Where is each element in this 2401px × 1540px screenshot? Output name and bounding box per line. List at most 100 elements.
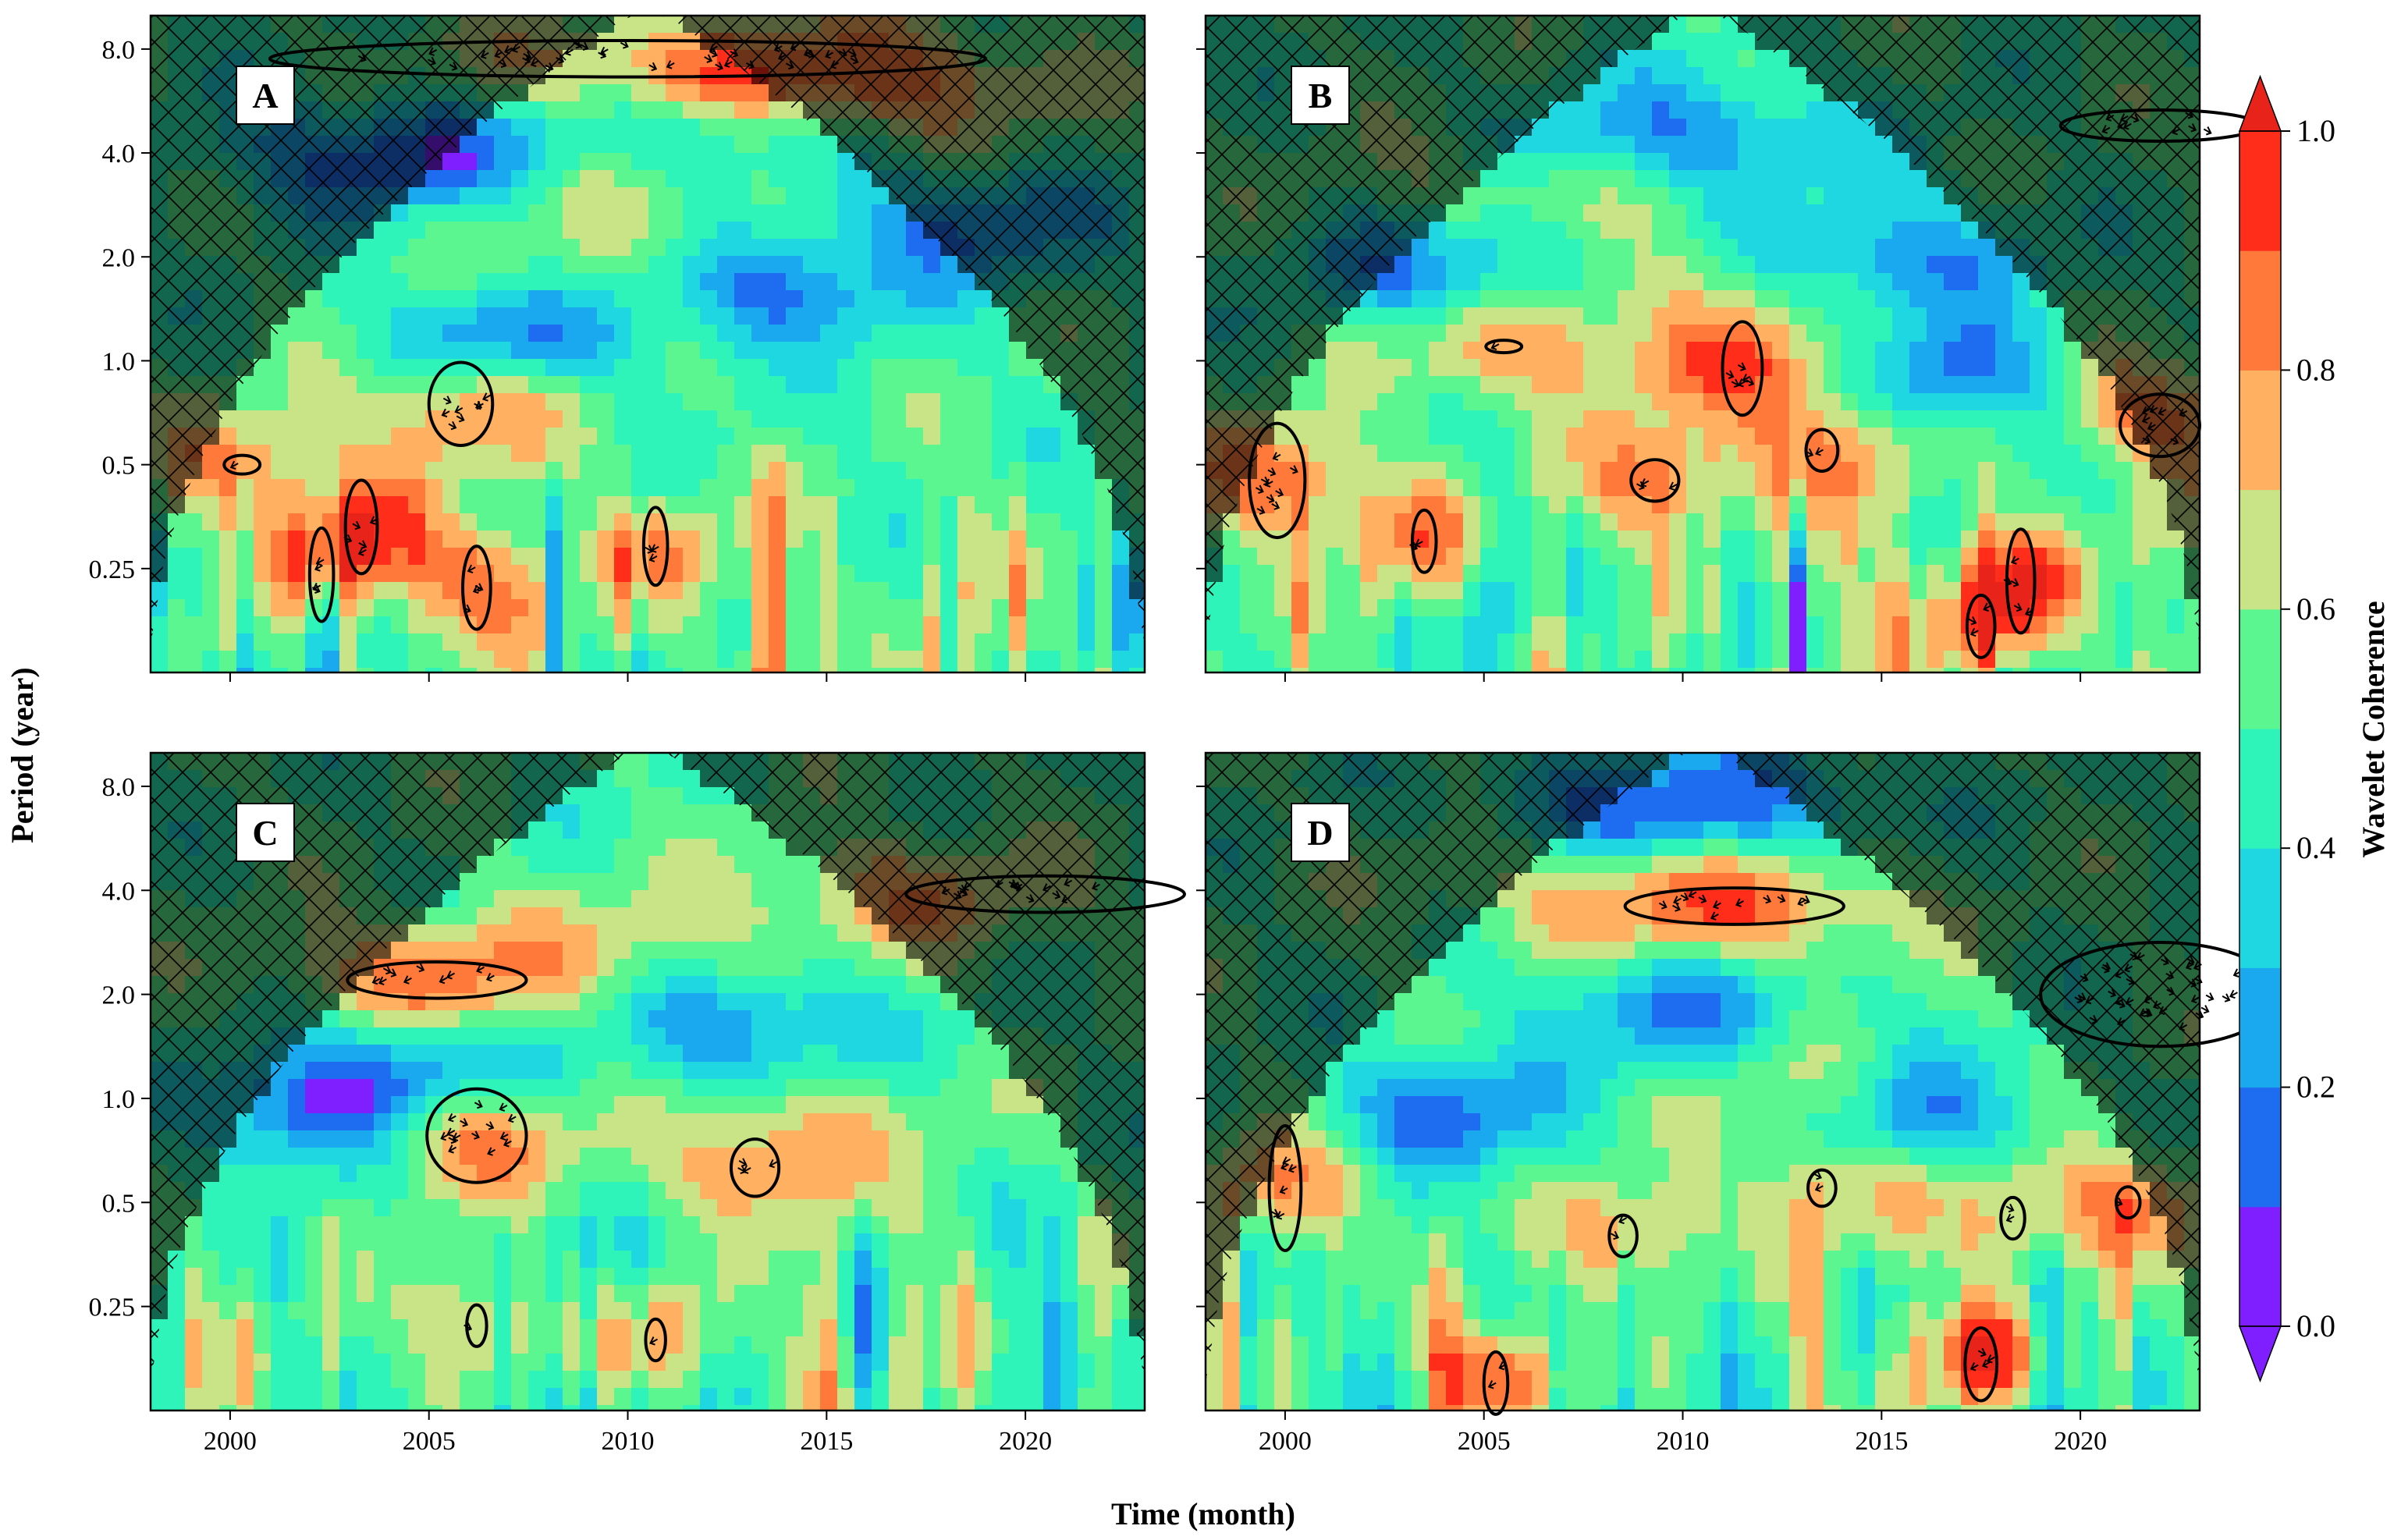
phase-arrow — [994, 879, 1003, 889]
phase-arrow — [2149, 405, 2158, 414]
phase-arrow — [1777, 894, 1786, 903]
phase-arrow — [1742, 374, 1751, 383]
phase-arrow — [785, 60, 794, 70]
phase-arrow — [446, 970, 456, 980]
phase-arrow — [790, 41, 799, 51]
phase-arrow — [1712, 900, 1721, 910]
significance-contour — [461, 545, 492, 631]
phase-arrow — [1813, 1171, 1822, 1180]
phase-arrow — [1061, 894, 1071, 904]
phase-arrow — [2160, 956, 2169, 966]
colorbar-tick-label: 0.0 — [2296, 1308, 2335, 1343]
significance-contour — [1410, 508, 1438, 574]
phase-arrow — [2141, 406, 2151, 416]
phase-arrow — [480, 50, 489, 59]
phase-arrow — [2158, 406, 2167, 416]
y-tick-label: 0.25 — [89, 555, 136, 584]
colorbar-segment — [2239, 131, 2281, 251]
phase-arrow — [1815, 447, 1824, 456]
phase-arrow — [358, 540, 368, 549]
phase-arrow — [2013, 602, 2023, 612]
phase-arrow — [1289, 465, 1298, 474]
x-tick-label: 2000 — [204, 1427, 257, 1456]
phase-arrow — [2158, 1006, 2168, 1015]
significance-contour — [343, 478, 379, 576]
colorbar-tick-label: 0.4 — [2296, 830, 2335, 865]
phase-arrow — [2125, 996, 2134, 1006]
colorbar-extend-min — [2238, 1325, 2282, 1383]
phase-arrow — [803, 48, 812, 58]
phase-arrow — [452, 1132, 461, 1142]
phase-arrow — [447, 1113, 456, 1123]
colorbar-tick-label: 0.2 — [2296, 1070, 2335, 1105]
y-tick-label: 1.0 — [102, 1085, 136, 1114]
phase-arrow — [1279, 1185, 1288, 1194]
y-tick-label: 0.5 — [102, 452, 136, 481]
phase-arrow — [2085, 995, 2094, 1005]
phase-arrow — [1288, 1163, 1297, 1173]
phase-arrow — [448, 1144, 457, 1154]
significance-contour — [465, 1303, 488, 1348]
phase-arrow — [1658, 900, 1668, 910]
panel-label: C — [236, 803, 295, 862]
x-tick-label: 2000 — [1259, 1427, 1312, 1456]
panel-A: A 0.25 0.5 1.0 2.0 4.0 8.0 — [89, 14, 1146, 682]
phase-arrow — [2166, 986, 2175, 996]
phase-arrow — [1814, 1183, 1824, 1193]
y-tick-label: 2.0 — [102, 243, 136, 272]
phase-arrow — [649, 1336, 659, 1346]
phase-arrow — [737, 1165, 747, 1174]
colorbar-segment — [2239, 489, 2281, 610]
phase-arrow — [2117, 120, 2126, 130]
phase-arrow — [428, 47, 438, 56]
significant-regions — [1267, 886, 2281, 1416]
phase-arrow — [730, 48, 739, 58]
phase-arrow — [650, 544, 659, 553]
phase-arrow — [1010, 879, 1019, 889]
phase-arrow — [1255, 484, 1264, 495]
y-tick-label: 8.0 — [102, 36, 136, 65]
phase-arrow — [1968, 616, 1977, 626]
phase-arrow — [2010, 578, 2019, 587]
x-tick-label: 2020 — [2054, 1427, 2107, 1456]
phase-arrow — [314, 562, 323, 572]
phase-arrow — [2222, 993, 2231, 1002]
phase-arrow — [503, 1138, 512, 1148]
significance-contour — [1965, 593, 1997, 659]
significance-contour — [222, 453, 262, 476]
phase-arrow — [2080, 973, 2089, 982]
phase-arrow — [2172, 126, 2181, 136]
phase-arrow — [1688, 889, 1697, 899]
phase-arrow — [352, 520, 361, 530]
panel-label: A — [236, 66, 295, 125]
x-tick-label: 2010 — [602, 1427, 655, 1456]
y-tick-label: 1.0 — [102, 347, 136, 376]
x-axis-title: Time (month) — [1111, 1496, 1295, 1531]
phase-arrow — [2115, 996, 2124, 1006]
phase-arrow — [1797, 897, 1806, 907]
panel-letter: A — [252, 76, 278, 115]
significance-contour — [346, 960, 528, 1000]
significance-contour — [427, 360, 495, 447]
phase-arrow — [2179, 1022, 2188, 1031]
phase-arrow — [463, 604, 471, 614]
phase-arrow — [482, 392, 491, 402]
phase-arrow — [769, 1159, 778, 1169]
significance-contour — [1721, 320, 1764, 417]
phase-arrow — [2143, 1008, 2153, 1018]
phase-arrow — [1618, 1215, 1628, 1225]
phase-arrow — [1266, 494, 1275, 503]
phase-arrow — [1673, 896, 1682, 905]
significance-contour — [2114, 1185, 2142, 1220]
phase-arrow — [545, 62, 554, 72]
phase-arrow — [2229, 989, 2238, 999]
phase-arrow — [2179, 408, 2188, 417]
phase-arrow — [1672, 903, 1681, 912]
phase-arrow — [648, 62, 658, 72]
panel-C: C 0.25 0.5 1.0 2.0 4.0 8.0 2000 2005 2010 2015 2020 — [89, 751, 1186, 1456]
phase-arrow — [573, 40, 582, 49]
panel-D: D 2000 2005 2010 2015 2020 — [1196, 751, 2281, 1456]
phase-arrow — [1710, 911, 1719, 921]
phase-arrow — [1013, 882, 1022, 892]
